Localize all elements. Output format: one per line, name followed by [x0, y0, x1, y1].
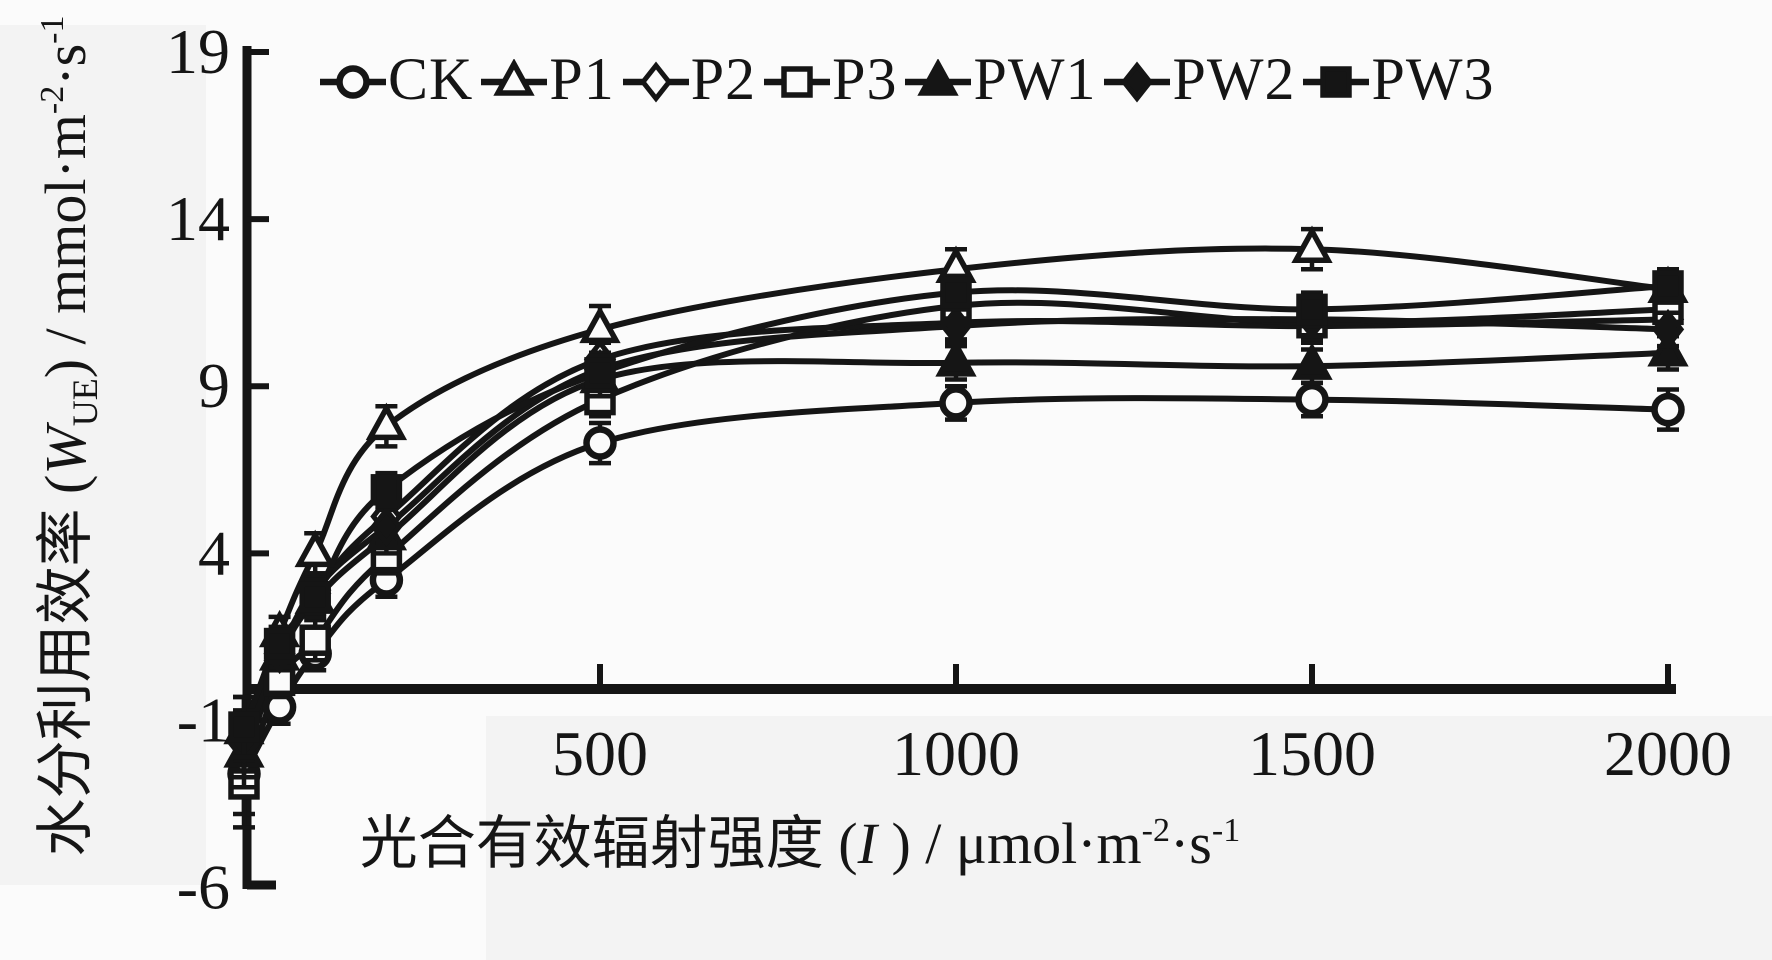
- legend-item-CK: CK: [318, 46, 474, 112]
- circle-open-icon: [336, 65, 370, 99]
- square-filled-icon: [299, 581, 331, 613]
- legend: CK P1 P2 P3 PW1 PW2 PW3: [318, 46, 1500, 116]
- x-tick-label: 1500: [1248, 718, 1376, 789]
- legend-item-label: PW1: [973, 46, 1097, 112]
- triangle-open-icon: [481, 59, 548, 96]
- y-title-subscript: UE: [65, 378, 105, 427]
- diamond-open-icon: [639, 61, 672, 103]
- legend-item-label: CK: [388, 46, 474, 112]
- y-tick-label: 14: [166, 183, 230, 254]
- legend-item-P1: P1: [479, 46, 615, 112]
- y-tick-label: 19: [166, 16, 230, 87]
- triangle-open-icon: [365, 402, 408, 441]
- legend-item-label: P3: [832, 46, 898, 112]
- square-filled-icon: [1303, 66, 1370, 98]
- y-title-symbol: W: [33, 426, 98, 475]
- diamond-filled-icon: [370, 506, 403, 548]
- diamond-filled-icon: [939, 305, 973, 347]
- legend-item-label: PW2: [1172, 46, 1296, 112]
- legend-item-label: P2: [690, 46, 757, 112]
- circle-open-icon: [939, 386, 973, 420]
- legend-item-PW2: PW2: [1102, 46, 1296, 112]
- diamond-filled-icon: [1104, 61, 1171, 103]
- legend-item-label: PW3: [1371, 46, 1495, 112]
- x-tick-label: 500: [552, 718, 648, 789]
- x-axis-title: 光合有效辐射强度 (I ) / μmol·m-2·s-1: [359, 811, 1241, 876]
- diamond-filled-icon: [1651, 308, 1685, 350]
- legend-item-PW1: PW1: [903, 46, 1097, 112]
- x-tick-label: 1000: [892, 718, 1020, 789]
- circle-open-icon: [320, 65, 386, 99]
- legend-item-P2: P2: [621, 46, 757, 112]
- square-filled-icon: [940, 276, 972, 309]
- square-filled-icon: [1320, 66, 1353, 98]
- triangle-open-icon: [1291, 225, 1333, 263]
- x-tick-label: 2000: [1604, 718, 1732, 789]
- circle-open-icon: [1651, 392, 1685, 427]
- y-title-text: 水分利用效率: [33, 508, 98, 857]
- legend-item-PW3: PW3: [1301, 46, 1495, 112]
- square-filled-icon: [584, 357, 616, 389]
- square-filled-icon: [1296, 293, 1328, 326]
- triangle-filled-icon: [1291, 342, 1333, 380]
- scan-artifact-bottom: [486, 716, 1772, 960]
- legend-item-P3: P3: [762, 46, 898, 112]
- square-open-icon: [299, 624, 331, 656]
- x-title-symbol: I: [857, 811, 877, 876]
- triangle-filled-icon: [935, 339, 977, 377]
- y-axis-title: 水分利用效率 (WUE) / mmol·m-2·s-1: [33, 15, 105, 857]
- y-tick-label: -1: [177, 684, 230, 755]
- triangle-filled-icon: [905, 59, 972, 96]
- diamond-open-icon: [622, 61, 689, 103]
- y-tick-label: 4: [198, 517, 230, 588]
- legend-item-label: P1: [549, 46, 615, 112]
- y-tick-label: -6: [177, 852, 230, 923]
- series-points-PW3: [228, 267, 1684, 760]
- x-title-text: 光合有效辐射强度: [359, 811, 824, 876]
- square-filled-icon: [228, 711, 260, 743]
- square-filled-icon: [1652, 270, 1684, 302]
- square-filled-icon: [263, 627, 296, 660]
- diamond-filled-icon: [1121, 61, 1154, 103]
- square-open-icon: [764, 66, 831, 98]
- y-title-unit: mmol·m: [33, 114, 98, 314]
- scan-artifact-left: [0, 25, 206, 885]
- square-open-icon: [781, 66, 813, 98]
- triangle-open-icon: [294, 529, 336, 568]
- triangle-open-icon: [493, 59, 536, 96]
- x-title-unit: μmol·m: [955, 811, 1142, 876]
- y-tick-label: 9: [198, 350, 230, 421]
- square-filled-icon: [370, 474, 403, 506]
- circle-open-icon: [1295, 382, 1329, 417]
- circle-open-icon: [583, 426, 617, 460]
- triangle-filled-icon: [917, 59, 960, 96]
